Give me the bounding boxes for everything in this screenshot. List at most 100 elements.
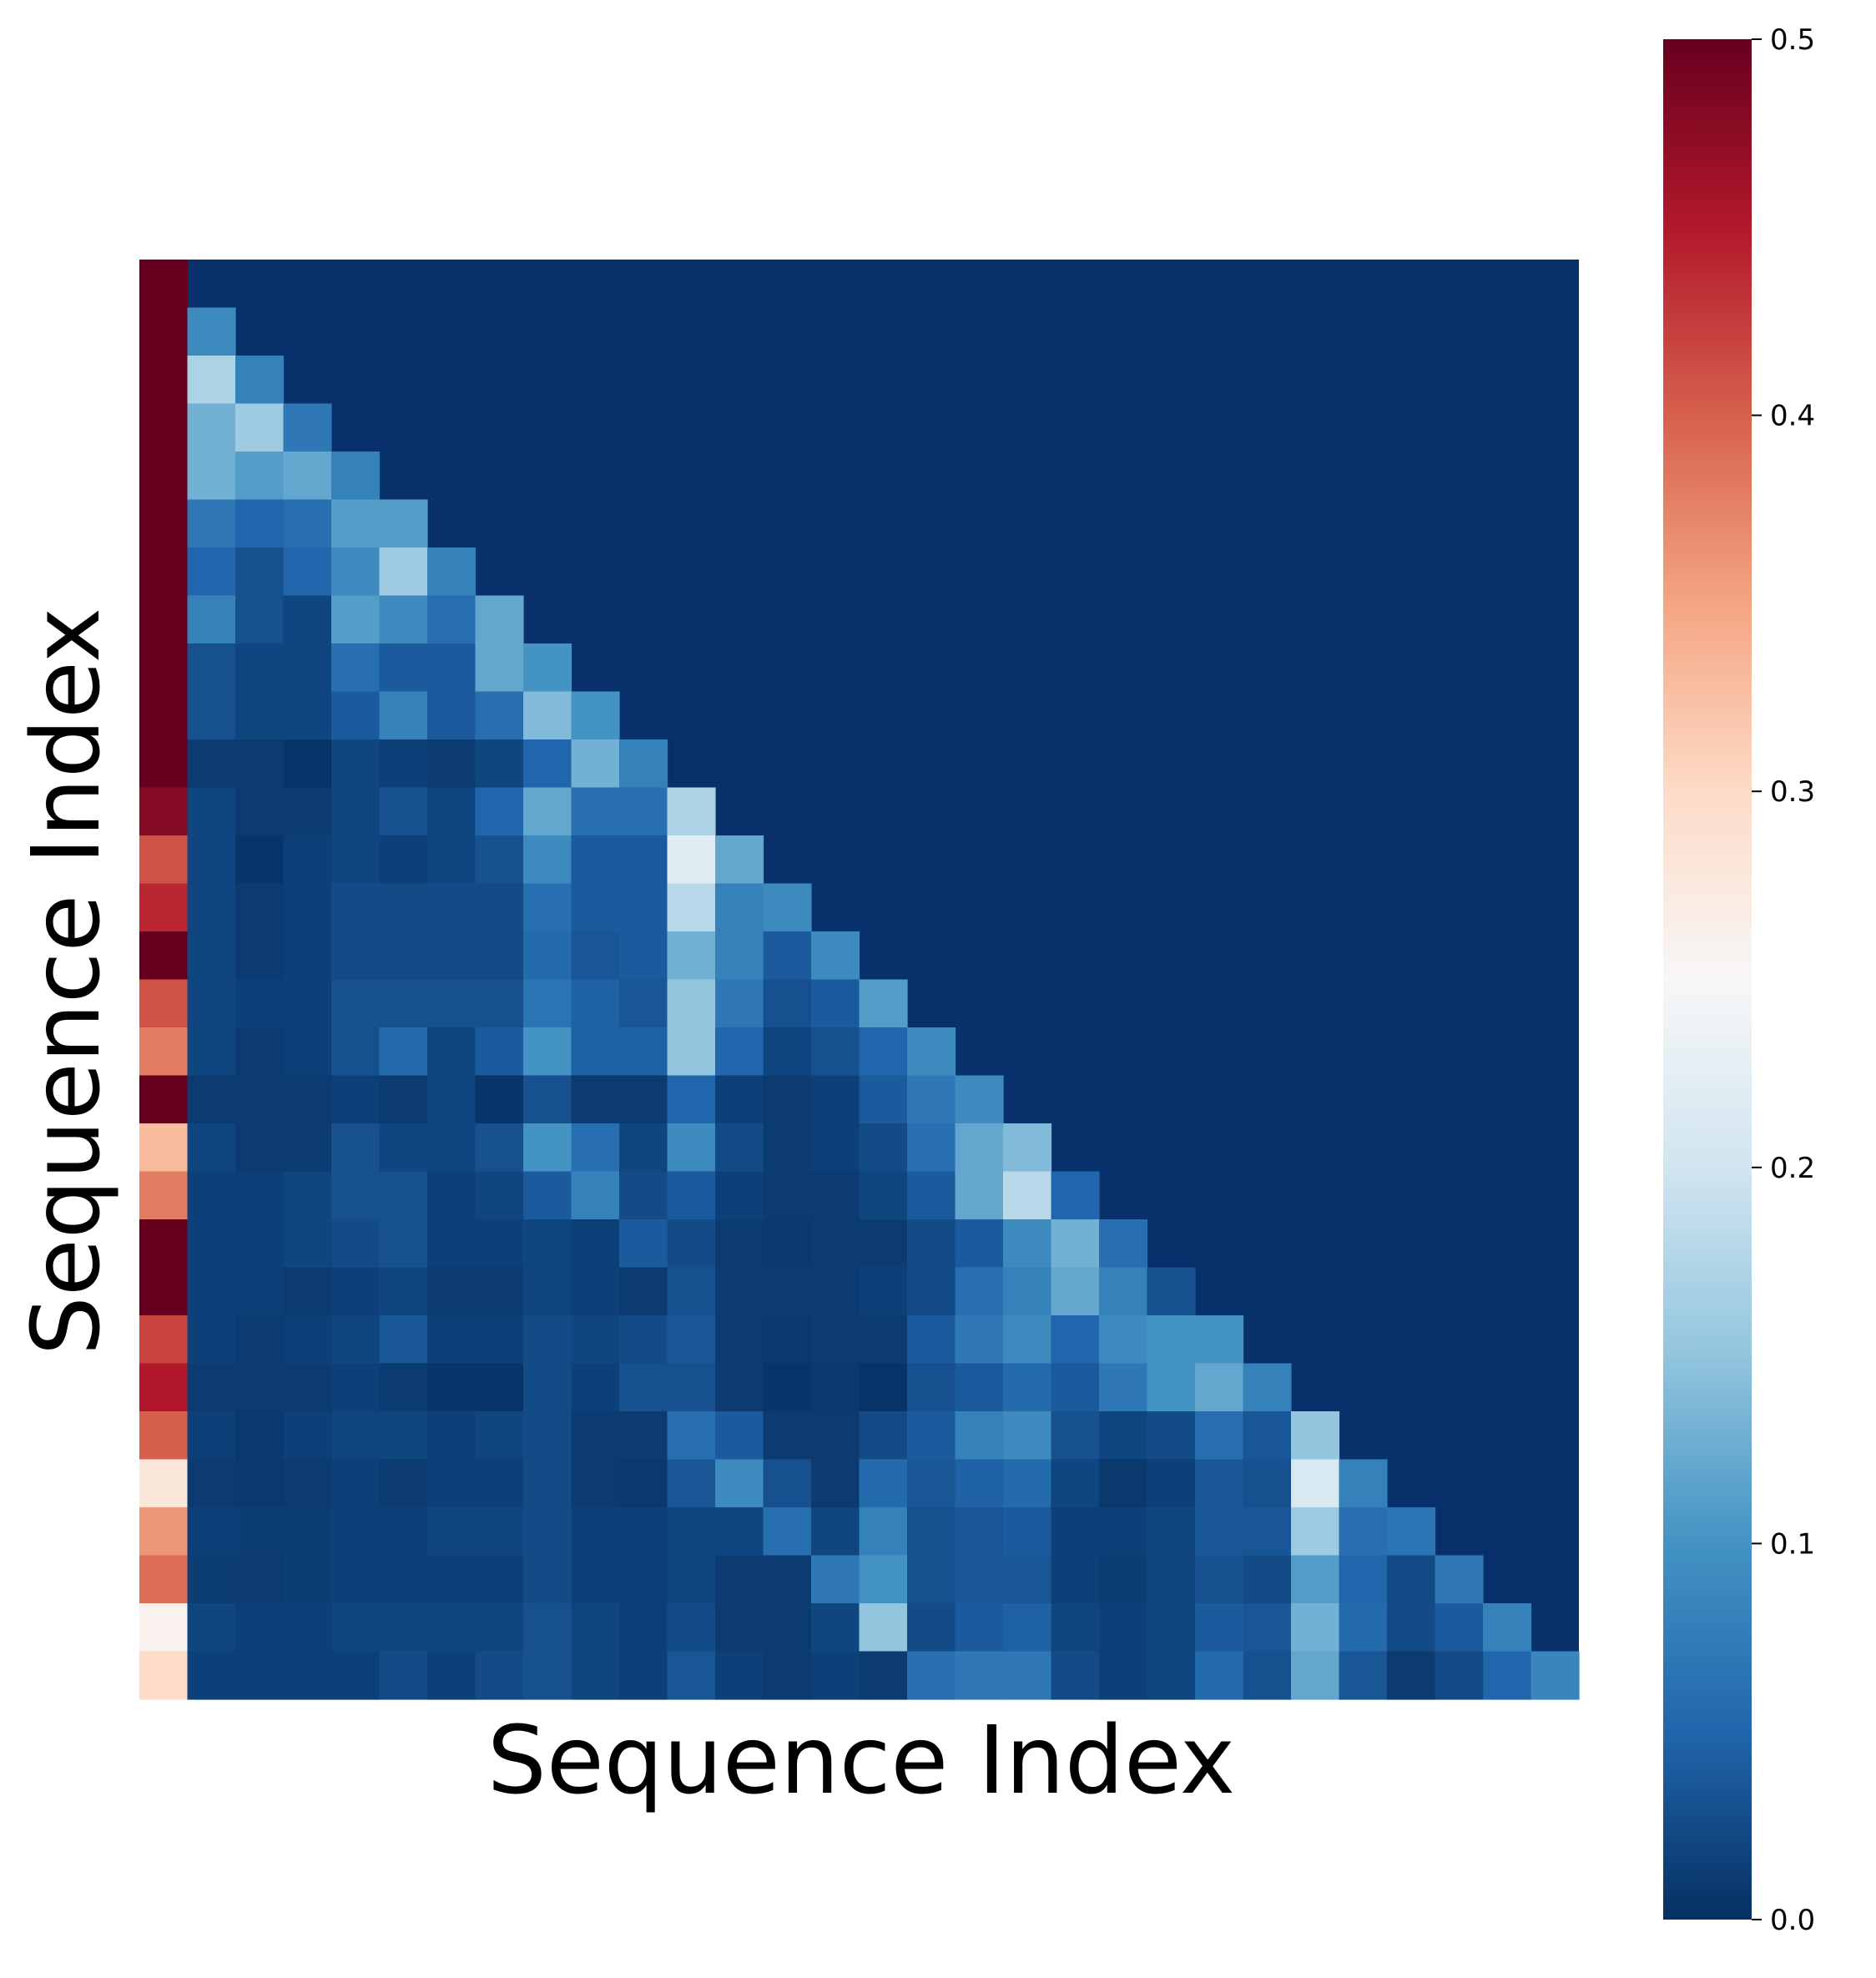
heatmap-cell (763, 931, 812, 981)
heatmap-cell (763, 1171, 812, 1220)
heatmap-cell (715, 1651, 764, 1700)
heatmap-cell (139, 1027, 189, 1077)
heatmap-cell (235, 1507, 285, 1557)
heatmap-cell (907, 1123, 956, 1173)
heatmap-cell (283, 1507, 332, 1557)
heatmap-cell (667, 1507, 716, 1557)
heatmap-cell (283, 547, 332, 597)
heatmap-cell (1147, 1315, 1196, 1365)
heatmap-cell (235, 547, 285, 597)
heatmap-cell (139, 1507, 189, 1557)
heatmap-cell (331, 1027, 381, 1077)
heatmap-cell (1099, 1555, 1148, 1604)
heatmap-cell (475, 691, 524, 740)
heatmap-cell (1147, 1363, 1196, 1412)
heatmap-cell (907, 1363, 956, 1412)
heatmap-cell (1339, 1555, 1388, 1604)
heatmap-cell (1147, 1651, 1196, 1700)
heatmap-cell (139, 835, 189, 885)
heatmap-cell (187, 1555, 236, 1604)
y-axis-label: Sequence Index (13, 608, 121, 1355)
heatmap-cell (235, 1123, 285, 1173)
heatmap-cell (763, 1315, 812, 1365)
heatmap-cell (955, 1315, 1004, 1365)
heatmap-cell (523, 1171, 572, 1220)
heatmap-cell (235, 403, 285, 452)
heatmap-cell (523, 1651, 572, 1700)
heatmap-cell (667, 1315, 716, 1365)
heatmap-cell (1099, 1411, 1148, 1461)
heatmap-cell (1099, 1219, 1148, 1269)
heatmap-cell (331, 883, 381, 932)
colorbar-tick-label: 0.1 (1770, 1527, 1815, 1561)
heatmap-cell (907, 1555, 956, 1604)
heatmap-cell (619, 1459, 668, 1508)
heatmap-cell (1051, 1459, 1100, 1508)
heatmap-cell (379, 1507, 428, 1557)
heatmap-cell (523, 1027, 572, 1077)
heatmap-cell (907, 1219, 956, 1269)
heatmap-cell (379, 1459, 428, 1508)
heatmap-cell (139, 595, 189, 644)
heatmap-cell (235, 356, 285, 405)
heatmap-cell (1435, 1603, 1484, 1653)
heatmap-cell (715, 979, 764, 1028)
heatmap-cell (1435, 1555, 1484, 1604)
heatmap-cell (763, 1267, 812, 1316)
heatmap-cell (1243, 1411, 1292, 1461)
heatmap-cell (331, 1459, 381, 1508)
heatmap-cell (427, 739, 477, 789)
heatmap-cell (1147, 1459, 1196, 1508)
heatmap-cell (715, 835, 764, 885)
heatmap-cell (427, 1603, 477, 1653)
heatmap-cell (379, 1555, 428, 1604)
heatmap-cell (235, 1315, 285, 1365)
heatmap-cell (715, 1603, 764, 1653)
heatmap-cell (571, 1027, 620, 1077)
heatmap-cell (715, 1459, 764, 1508)
heatmap-cell (331, 1267, 381, 1316)
heatmap-cell (619, 1315, 668, 1365)
heatmap-cell (619, 1219, 668, 1269)
heatmap-cell (331, 1555, 381, 1604)
heatmap-cell (1243, 1555, 1292, 1604)
heatmap-cell (427, 1507, 477, 1557)
heatmap-cell (475, 1507, 524, 1557)
heatmap-cell (571, 739, 620, 789)
heatmap-cell (955, 1219, 1004, 1269)
heatmap-cell (715, 1171, 764, 1220)
heatmap-cell (1339, 1651, 1388, 1700)
heatmap-cell (955, 1459, 1004, 1508)
heatmap-cell (1435, 1651, 1484, 1700)
heatmap-cell (955, 1363, 1004, 1412)
heatmap-cell (571, 835, 620, 885)
heatmap-cell (427, 595, 477, 644)
heatmap-cell (379, 1219, 428, 1269)
heatmap-cell (571, 1315, 620, 1365)
heatmap-cell (139, 499, 189, 548)
heatmap-cell (331, 499, 381, 548)
heatmap-cell (283, 1555, 332, 1604)
heatmap-cell (1195, 1315, 1244, 1365)
heatmap-cell (331, 691, 381, 740)
heatmap-cell (139, 1219, 189, 1269)
heatmap-cell (475, 1123, 524, 1173)
heatmap-cell (427, 547, 477, 597)
heatmap-cell (139, 452, 189, 501)
heatmap-cell (859, 1507, 908, 1557)
heatmap-cell (811, 1075, 860, 1124)
heatmap-cell (811, 1459, 860, 1508)
heatmap-cell (619, 1267, 668, 1316)
heatmap-cell (1387, 1651, 1436, 1700)
heatmap-cell (187, 1075, 236, 1124)
heatmap-cell (619, 1507, 668, 1557)
heatmap-cell (715, 1219, 764, 1269)
heatmap-cell (187, 547, 236, 597)
heatmap-cell (859, 1651, 908, 1700)
heatmap-cell (667, 1651, 716, 1700)
heatmap-cell (667, 931, 716, 981)
heatmap-cell (619, 835, 668, 885)
heatmap-cell (811, 1603, 860, 1653)
heatmap-cell (331, 1651, 381, 1700)
heatmap-cell (907, 1651, 956, 1700)
